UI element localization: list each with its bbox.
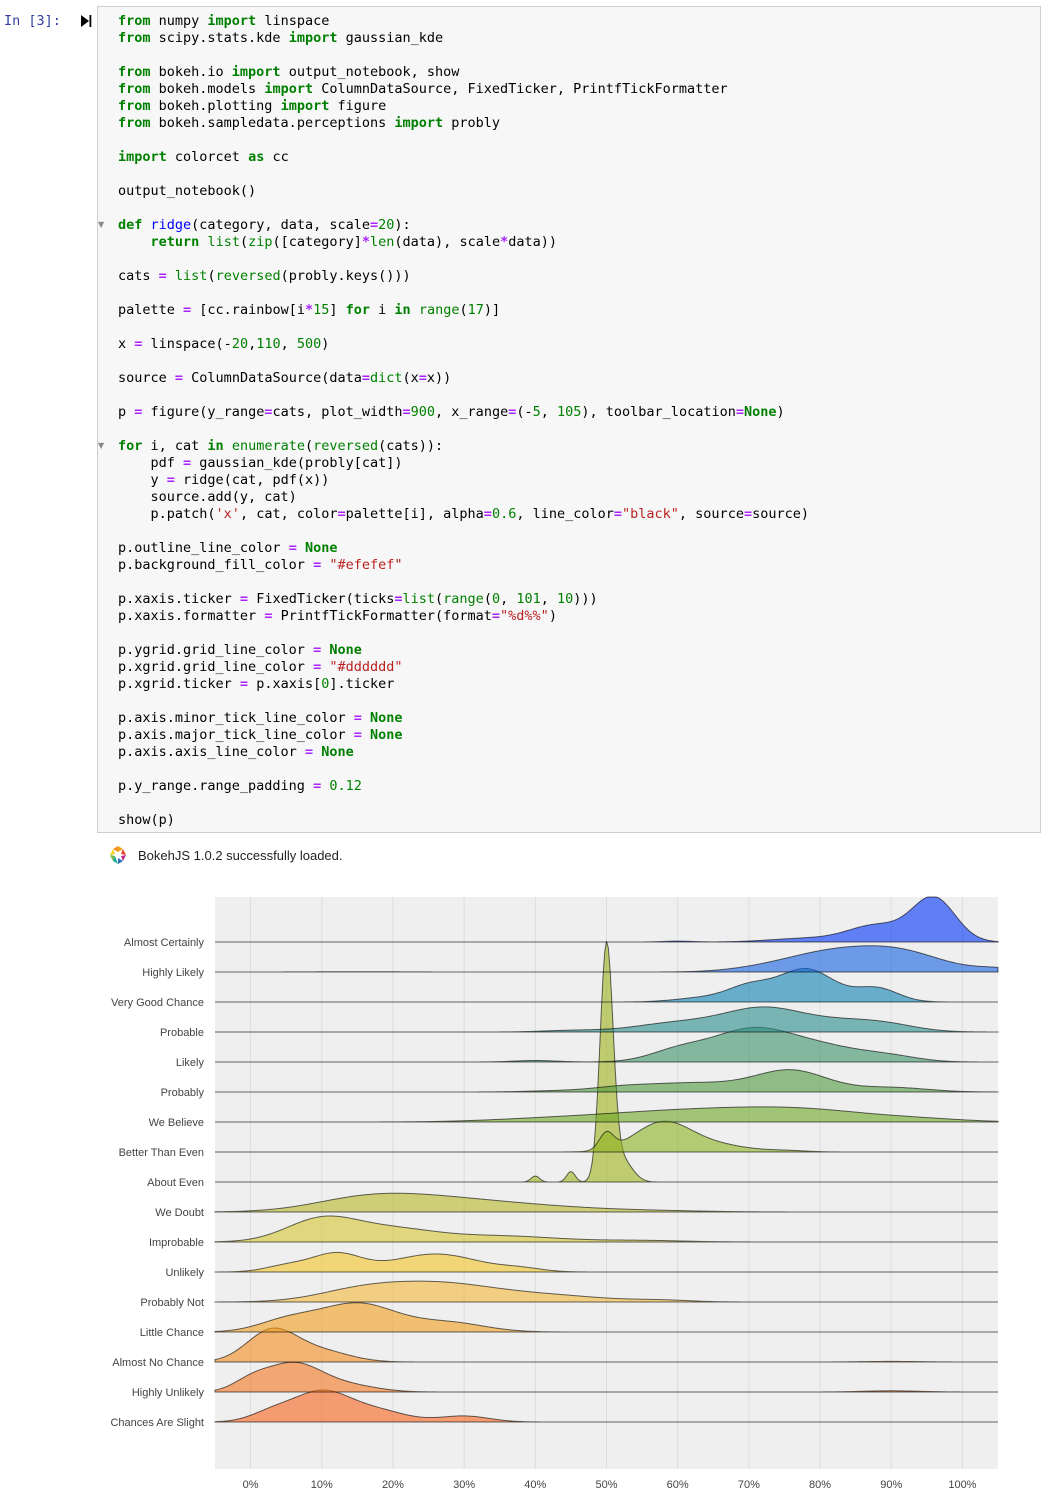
code-line: p.xaxis.ticker = FixedTicker(ticks=list(… (118, 591, 598, 607)
y-tick-label: Highly Likely (142, 967, 204, 979)
code-line: return list(zip([category]*len(data), sc… (150, 234, 558, 250)
bokeh-logo-icon (110, 846, 126, 864)
code-line: p.axis.major_tick_line_color = None (118, 727, 403, 743)
y-tick-label: Highly Unlikely (132, 1387, 205, 1399)
x-tick-label: 0% (243, 1479, 259, 1491)
x-tick-label: 90% (880, 1479, 902, 1491)
code-line: p = figure(y_range=cats, plot_width=900,… (118, 404, 785, 420)
code-line: p.ygrid.grid_line_color = None (118, 642, 362, 658)
ridge-improbable (214, 1215, 998, 1243)
ridge-chances-are-slight (214, 1389, 998, 1423)
code-line: p.outline_line_color = None (118, 540, 338, 556)
fold-arrow-icon[interactable]: ▼ (98, 220, 105, 229)
ridges (214, 896, 999, 1423)
code-line: from numpy import linspace (118, 13, 330, 29)
x-tick-label: 70% (738, 1479, 760, 1491)
output-status: BokehJS 1.0.2 successfully loaded. (108, 845, 343, 865)
code-line: p.xgrid.grid_line_color = "#dddddd" (118, 659, 403, 675)
code-line: x = linspace(-20,110, 500) (118, 336, 330, 352)
y-tick-label: About Even (147, 1177, 204, 1189)
y-tick-label: We Doubt (155, 1207, 204, 1219)
ridge-very-good-chance (215, 968, 998, 1003)
y-tick-label: Little Chance (140, 1327, 204, 1339)
code-line: def ridge(category, data, scale=20): (118, 217, 411, 233)
code-line: p.axis.axis_line_color = None (118, 744, 354, 760)
code-line: from bokeh.io import output_notebook, sh… (118, 64, 460, 80)
x-tick-label: 10% (311, 1479, 333, 1491)
ridge-probable (215, 1006, 999, 1033)
y-tick-label: Better Than Even (119, 1147, 204, 1159)
ridge-almost-certainly (215, 896, 999, 943)
ridgeline-plot: Almost Certainly Highly Likely Very Good C… (110, 896, 999, 1491)
y-tick-label: Unlikely (165, 1267, 204, 1279)
code-line: show(p) (118, 812, 175, 828)
ridge-almost-no-chance (214, 1327, 998, 1363)
cell-prompt: In [3]: (4, 13, 61, 29)
y-tick-label: Almost No Chance (112, 1357, 204, 1369)
y-tick-label: Probable (160, 1027, 204, 1039)
ridge-better-than-even (215, 1120, 998, 1153)
ridge-little-chance (214, 1302, 998, 1333)
ridge-we-doubt (214, 1192, 998, 1213)
x-tick-label: 40% (524, 1479, 546, 1491)
code-line: source = ColumnDataSource(data=dict(x=x)… (118, 370, 452, 386)
x-tick-label: 100% (948, 1479, 976, 1491)
x-tick-label: 30% (453, 1479, 475, 1491)
code-line: y = ridge(cat, pdf(x)) (118, 472, 330, 488)
x-tick-label: 50% (595, 1479, 617, 1491)
y-tick-label: Chances Are Slight (110, 1417, 204, 1429)
code-line: from scipy.stats.kde import gaussian_kde (118, 30, 444, 46)
y-tick-label: Very Good Chance (111, 997, 204, 1009)
code-line: pdf = gaussian_kde(probly[cat]) (118, 455, 403, 471)
code-line: output_notebook() (118, 183, 257, 199)
code-line: from bokeh.plotting import figure (118, 98, 387, 114)
ridge-we-believe (215, 1106, 999, 1123)
code-line: p.patch('x', cat, color=palette[i], alph… (118, 506, 810, 522)
x-axis-labels: 0% 10% 20% 30% 40% 50% 60% 70% 80% 90% 100% (243, 1479, 977, 1491)
x-tick-label: 60% (667, 1479, 689, 1491)
ridge-probably-not (214, 1280, 998, 1303)
code-editor[interactable]: from numpy import linspace from scipy.st… (118, 13, 809, 829)
code-line: cats = list(reversed(probly.keys())) (118, 268, 411, 284)
code-line: p.xgrid.ticker = p.xaxis[0].ticker (118, 676, 395, 692)
x-tick-label: 80% (809, 1479, 831, 1491)
code-line: p.y_range.range_padding = 0.12 (118, 778, 362, 794)
code-line: import colorcet as cc (118, 149, 289, 165)
y-tick-label: Almost Certainly (124, 937, 205, 949)
y-axis-labels: Almost Certainly Highly Likely Very Good C… (110, 937, 204, 1429)
fold-arrow-icon[interactable]: ▼ (98, 441, 105, 450)
ridge-likely (215, 1026, 999, 1063)
code-line: from bokeh.models import ColumnDataSourc… (118, 81, 728, 97)
y-tick-label: Likely (176, 1057, 205, 1069)
code-line: from bokeh.sampledata.perceptions import… (118, 115, 501, 131)
y-tick-label: Probably (161, 1087, 205, 1099)
code-line: source.add(y, cat) (118, 489, 297, 505)
code-line: palette = [cc.rainbow[i*15] for i in ran… (118, 302, 501, 318)
ridge-highly-likely (215, 945, 999, 973)
ridge-highly-unlikely (214, 1361, 998, 1393)
y-tick-label: We Believe (149, 1117, 204, 1129)
code-line: p.background_fill_color = "#efefef" (118, 557, 403, 573)
ridge-unlikely (214, 1251, 998, 1273)
y-tick-label: Probably Not (140, 1297, 204, 1309)
code-line: p.xaxis.formatter = PrintfTickFormatter(… (118, 608, 557, 624)
x-tick-label: 20% (382, 1479, 404, 1491)
run-cell-icon[interactable] (80, 14, 92, 28)
ridge-probably (215, 1069, 999, 1093)
y-tick-label: Improbable (149, 1237, 204, 1249)
code-cell[interactable] (97, 6, 1041, 833)
code-line: for i, cat in enumerate(reversed(cats)): (118, 438, 444, 454)
code-line: p.axis.minor_tick_line_color = None (118, 710, 403, 726)
bokeh-status-text: BokehJS 1.0.2 successfully loaded. (138, 847, 343, 863)
